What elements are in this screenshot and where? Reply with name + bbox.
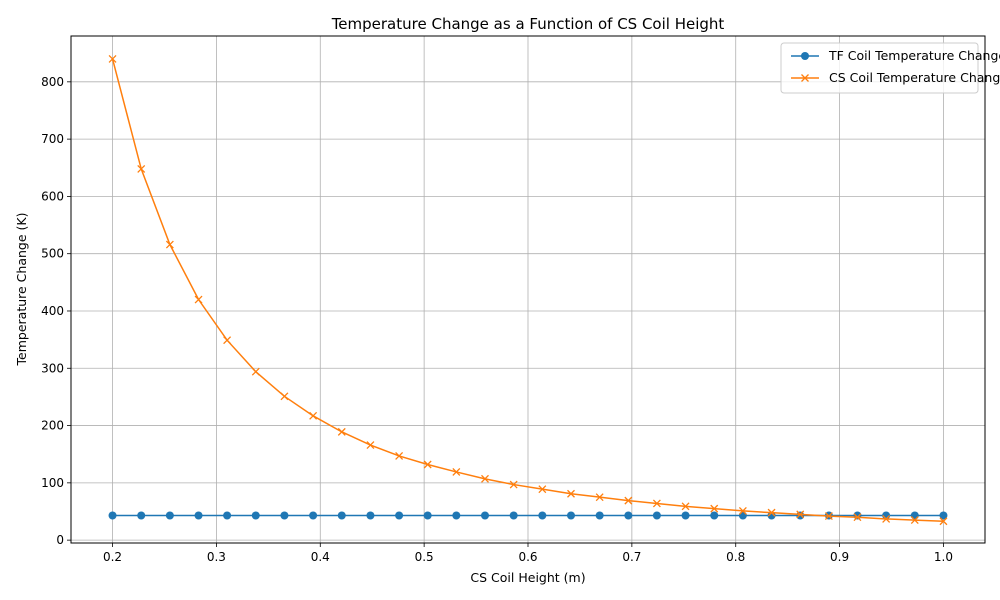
cs-coil-temperature-change-point [509, 480, 518, 489]
plot-frame [70, 35, 986, 544]
legend-label-tf: TF Coil Temperature Change [828, 48, 1000, 63]
cs-coil-temperature-change-point [882, 514, 891, 523]
cs-coil-temperature-change-point [538, 485, 547, 494]
tf-coil-temperature-change-point [137, 511, 146, 520]
series-layer [108, 54, 948, 526]
cs-coil-temperature-change-point [194, 295, 203, 304]
tf-coil-temperature-change-point [681, 511, 690, 520]
x-tick-label: 0.5 [415, 550, 434, 564]
y-tick-label: 500 [41, 247, 64, 261]
cs-coil-temperature-change-point [939, 517, 948, 526]
x-tick-label: 0.4 [311, 550, 330, 564]
cs-coil-temperature-change-point [681, 502, 690, 511]
x-tick-label: 0.2 [103, 550, 122, 564]
tf-coil-temperature-change-point [509, 511, 518, 520]
tf-coil-temperature-change-point [595, 511, 604, 520]
y-tick-label: 700 [41, 132, 64, 146]
tf-coil-temperature-change-point [738, 511, 747, 520]
cs-coil-temperature-change-line [111, 58, 944, 522]
tf-coil-temperature-change-point [251, 511, 260, 520]
cs-coil-temperature-change-point [337, 427, 346, 436]
cs-coil-temperature-change-point [223, 336, 232, 345]
cs-coil-temperature-change-point [910, 516, 919, 525]
cs-coil-temperature-change-point [423, 460, 432, 469]
x-tick-label: 0.7 [622, 550, 641, 564]
y-tick-label: 0 [56, 533, 64, 547]
tf-coil-temperature-change-point [624, 511, 633, 520]
legend-marker-tf [801, 52, 809, 60]
cs-coil-temperature-change-point [824, 512, 833, 521]
cs-coil-temperature-change-point [624, 496, 633, 505]
tf-coil-temperature-change-point [710, 511, 719, 520]
ticks-layer: 0.2 0.3 0.4 0.5 0.6 0.7 0.8 0.9 1.0 0 100 200 300 400… [41, 75, 953, 564]
cs-coil-temperature-change-point [567, 489, 575, 498]
cs-coil-temperature-change-point [710, 504, 719, 513]
x-tick-label: 0.6 [518, 550, 537, 564]
tf-coil-temperature-change-point [223, 511, 232, 520]
legend-marker-cs [801, 74, 809, 82]
legend-label-cs: CS Coil Temperature Change [829, 70, 1000, 85]
legend: TF Coil Temperature Change CS Coil Tempe… [780, 42, 1000, 94]
y-tick-label: 800 [41, 75, 64, 89]
y-tick-label: 600 [41, 189, 64, 203]
cs-coil-temperature-change-point [853, 513, 862, 522]
cs-coil-temperature-change-point [481, 474, 489, 483]
grid-layer [71, 36, 985, 543]
tf-coil-temperature-change-point [395, 511, 404, 520]
chart-title: Temperature Change as a Function of CS C… [331, 15, 725, 33]
tf-coil-temperature-change-point [366, 511, 375, 520]
y-tick-label: 200 [41, 419, 64, 433]
tf-coil-temperature-change-point [796, 511, 805, 520]
x-tick-label: 0.9 [830, 550, 849, 564]
cs-coil-temperature-change-point [738, 506, 747, 515]
cs-coil-temperature-change-point [796, 510, 805, 519]
tf-coil-temperature-change-point [194, 511, 203, 520]
cs-coil-temperature-change-point [137, 164, 146, 173]
tf-coil-temperature-change-point [309, 511, 318, 520]
tf-coil-temperature-change-point [165, 511, 174, 520]
tf-coil-temperature-change-point [108, 511, 117, 520]
cs-coil-temperature-change-point [280, 392, 289, 401]
y-tick-label: 400 [41, 304, 64, 318]
y-tick-label: 100 [41, 476, 64, 490]
tf-coil-temperature-change-point [337, 511, 346, 520]
x-axis-label: CS Coil Height (m) [470, 570, 585, 585]
y-tick-label: 300 [41, 361, 64, 375]
tf-coil-temperature-change-point [481, 511, 490, 520]
tf-coil-temperature-change-point [280, 511, 289, 520]
tf-coil-temperature-change-point [853, 511, 862, 520]
cs-coil-temperature-change-point [251, 367, 260, 376]
x-tick-label: 1.0 [934, 550, 953, 564]
tf-coil-temperature-change-point [939, 511, 948, 520]
cs-coil-temperature-change-point [395, 451, 404, 460]
cs-coil-temperature-change-point [767, 508, 776, 517]
cs-coil-temperature-change-point [452, 468, 461, 476]
tf-coil-temperature-change-point [652, 511, 661, 520]
tf-coil-temperature-change-point [538, 511, 547, 520]
tf-coil-temperature-change-point [423, 511, 432, 520]
tf-coil-temperature-change-point [566, 511, 575, 520]
x-tick-label: 0.3 [207, 550, 226, 564]
x-tick-label: 0.8 [726, 550, 745, 564]
cs-coil-temperature-change-point [309, 411, 318, 420]
cs-coil-temperature-change-point [108, 54, 117, 63]
cs-coil-temperature-change-point [595, 493, 604, 502]
cs-coil-temperature-change-point [165, 240, 174, 249]
tf-coil-temperature-change-point [910, 511, 919, 520]
tf-coil-temperature-change-point [452, 511, 461, 520]
y-axis-label: Temperature Change (K) [14, 213, 29, 367]
cs-coil-temperature-change-point [366, 441, 375, 449]
cs-coil-temperature-change-point [652, 499, 661, 508]
legend-box [780, 42, 979, 94]
